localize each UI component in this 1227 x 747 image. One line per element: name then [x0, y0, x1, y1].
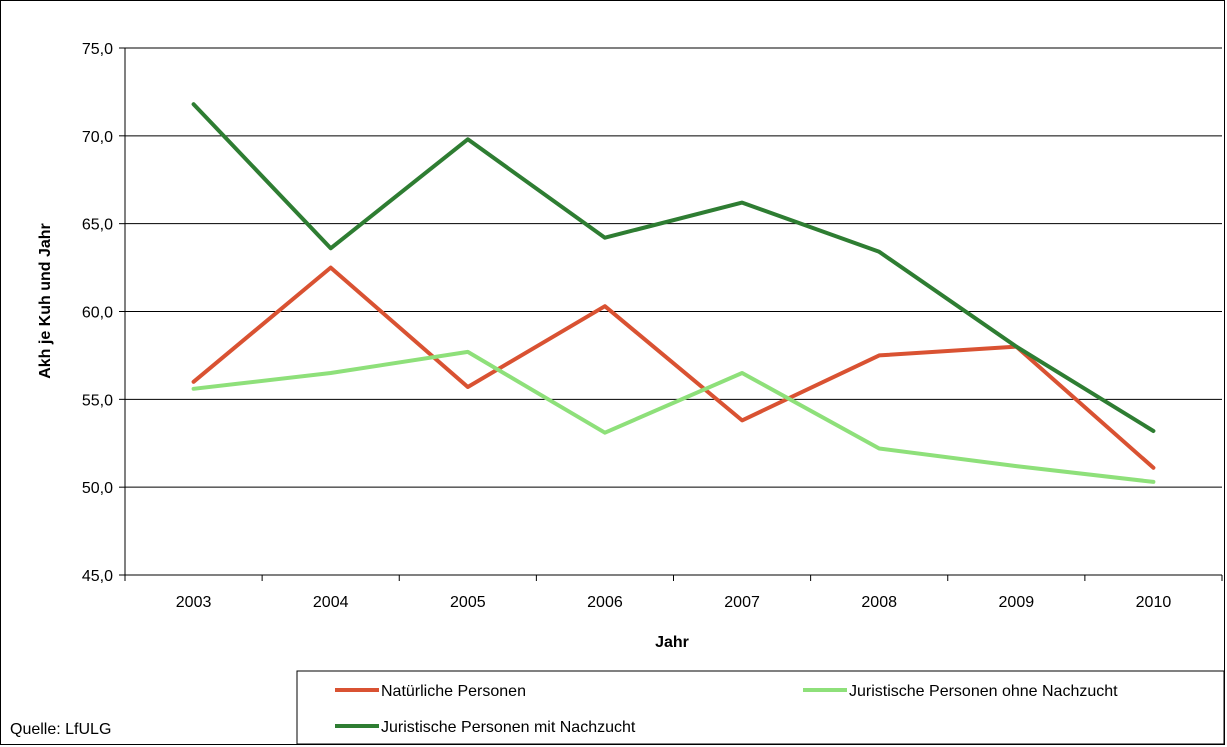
axes: 45,0 50,0 55,0 60,0 65,0 70,0 75,0 2003 2004 2005… [82, 41, 1223, 611]
y-tick-label: 75,0 [82, 41, 113, 58]
y-tick-label: 55,0 [82, 392, 113, 409]
y-tick-label: 50,0 [82, 480, 113, 497]
y-tick-label: 60,0 [82, 305, 113, 322]
x-tick-label: 2007 [724, 594, 760, 611]
x-axis-title: Jahr [655, 634, 689, 651]
y-axis-title: Akh je Kuh und Jahr [37, 223, 54, 379]
series-lines [191, 102, 1156, 484]
gridlines [125, 47, 1222, 488]
x-tick-label: 2009 [999, 594, 1035, 611]
y-tick-label: 45,0 [82, 568, 113, 585]
legend-label: Juristische Personen ohne Nachzucht [849, 683, 1118, 700]
x-tick-label: 2004 [313, 594, 349, 611]
x-tick-label: 2006 [587, 594, 623, 611]
x-tick-label: 2010 [1136, 594, 1172, 611]
y-tick-label: 65,0 [82, 217, 113, 234]
legend-box [296, 670, 1225, 745]
series-line-3 [191, 102, 1156, 433]
x-tick-label: 2008 [861, 594, 897, 611]
legend-label: Juristische Personen mit Nachzucht [381, 719, 636, 736]
legend: Natürliche Personen Juristische Personen … [335, 683, 1118, 736]
series-line-2 [191, 349, 1156, 484]
source-note: Quelle: LfULG [10, 721, 111, 738]
legend-label: Natürliche Personen [381, 683, 526, 700]
series-line-1 [191, 265, 1156, 470]
x-tick-label: 2003 [176, 594, 212, 611]
y-tick-label: 70,0 [82, 129, 113, 146]
x-tick-label: 2005 [450, 594, 486, 611]
